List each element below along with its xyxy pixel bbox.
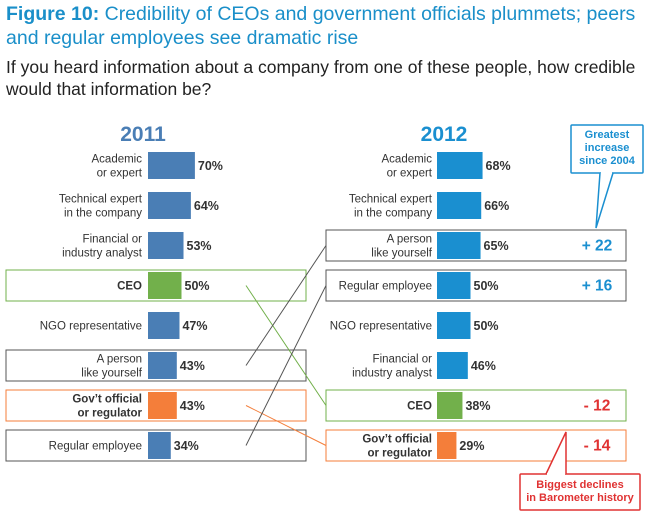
bar-2011-gov	[148, 392, 177, 419]
category-label-2012-ngo: NGO representative	[330, 321, 432, 333]
value-label-2011-person: 43%	[180, 359, 205, 373]
category-label-2011-ngo: NGO representative	[40, 321, 142, 333]
value-label-2011-financial: 53%	[187, 239, 212, 253]
value-label-2012-technical: 66%	[484, 199, 509, 213]
callout-decline-pointer	[545, 431, 567, 475]
category-label-2012-gov: or regulator	[367, 448, 432, 460]
change-label-gov: - 14	[584, 438, 611, 455]
category-label-2012-employee: Regular employee	[339, 281, 432, 293]
bar-2011-employee	[148, 432, 171, 459]
category-label-2012-person: like yourself	[371, 248, 433, 260]
bar-2011-technical	[148, 192, 191, 219]
bar-2012-employee	[437, 272, 471, 299]
chart-title: Figure 10: Credibility of CEOs and gover…	[6, 2, 656, 50]
row-box-2012-ceo	[325, 389, 627, 422]
callout-decline-box	[519, 473, 641, 511]
bar-2012-ceo	[437, 392, 463, 419]
bar-2011-person	[148, 352, 177, 379]
value-label-2012-financial: 46%	[471, 359, 496, 373]
change-label-ceo: - 12	[584, 398, 611, 415]
bar-2011-ceo	[148, 272, 182, 299]
category-label-2011-technical: in the company	[64, 208, 142, 220]
year-label-2011: 2011	[120, 123, 166, 146]
value-label-2011-ngo: 47%	[182, 319, 207, 333]
category-label-2011-gov: or regulator	[77, 408, 142, 420]
figure-label: Figure 10:	[6, 3, 100, 25]
category-label-2011-ceo: CEO	[117, 281, 142, 293]
bar-2011-ngo	[148, 312, 180, 339]
value-label-2012-academic: 68%	[486, 159, 511, 173]
chart-subtitle: If you heard information about a company…	[6, 57, 636, 99]
category-label-2012-financial: Financial or	[373, 354, 433, 366]
callout-increase-pointer	[595, 172, 614, 229]
value-label-2012-gov: 29%	[459, 439, 484, 453]
category-label-2012-person: A person	[387, 234, 432, 246]
bar-2012-gov	[437, 432, 457, 459]
bar-2012-financial	[437, 352, 468, 379]
change-label-employee: + 16	[582, 278, 613, 295]
value-label-2011-technical: 64%	[194, 199, 219, 213]
category-label-2012-academic: or expert	[387, 168, 433, 180]
change-label-person: + 22	[582, 238, 613, 255]
category-label-2011-employee: Regular employee	[49, 441, 142, 453]
category-label-2011-technical: Technical expert	[59, 194, 143, 206]
callout-increase-text: Greatest	[585, 129, 630, 141]
category-label-2011-gov: Gov’t official	[72, 394, 142, 406]
row-box-2012-gov	[325, 429, 627, 462]
connector-employee	[245, 285, 327, 446]
connector-ceo	[245, 285, 327, 406]
figure-title: Credibility of CEOs and government offic…	[6, 3, 636, 49]
category-label-2011-financial: industry analyst	[62, 248, 143, 260]
category-label-2012-academic: Academic	[382, 154, 433, 166]
category-label-2011-academic: Academic	[92, 154, 143, 166]
value-label-2012-ngo: 50%	[474, 319, 499, 333]
bar-2011-academic	[148, 152, 195, 179]
category-label-2012-ceo: CEO	[407, 401, 432, 413]
value-label-2011-employee: 34%	[174, 439, 199, 453]
value-label-2012-employee: 50%	[474, 279, 499, 293]
category-label-2012-technical: Technical expert	[349, 194, 433, 206]
bar-2012-person	[437, 232, 481, 259]
category-label-2011-person: like yourself	[81, 368, 143, 380]
value-label-2011-ceo: 50%	[185, 279, 210, 293]
row-box-2012-employee	[325, 269, 627, 302]
callout-increase-text: increase	[585, 142, 630, 154]
bar-2011-financial	[148, 232, 184, 259]
callout-decline-text: in Barometer history	[526, 492, 634, 504]
category-label-2011-academic: or expert	[97, 168, 143, 180]
category-label-2011-financial: Financial or	[83, 234, 143, 246]
category-label-2012-gov: Gov’t official	[362, 434, 432, 446]
category-label-2011-person: A person	[97, 354, 142, 366]
value-label-2012-person: 65%	[484, 239, 509, 253]
value-label-2011-gov: 43%	[180, 399, 205, 413]
category-label-2012-technical: in the company	[354, 208, 432, 220]
category-label-2012-financial: industry analyst	[352, 368, 433, 380]
callout-increase-text: since 2004	[579, 155, 636, 167]
connector-gov	[245, 405, 327, 446]
bar-2012-academic	[437, 152, 483, 179]
connector-person	[245, 245, 327, 366]
value-label-2011-academic: 70%	[198, 159, 223, 173]
callout-decline-text: Biggest declines	[536, 479, 623, 491]
bar-2012-technical	[437, 192, 482, 219]
year-label-2012: 2012	[421, 123, 468, 146]
bar-2012-ngo	[437, 312, 471, 339]
value-label-2012-ceo: 38%	[465, 399, 490, 413]
